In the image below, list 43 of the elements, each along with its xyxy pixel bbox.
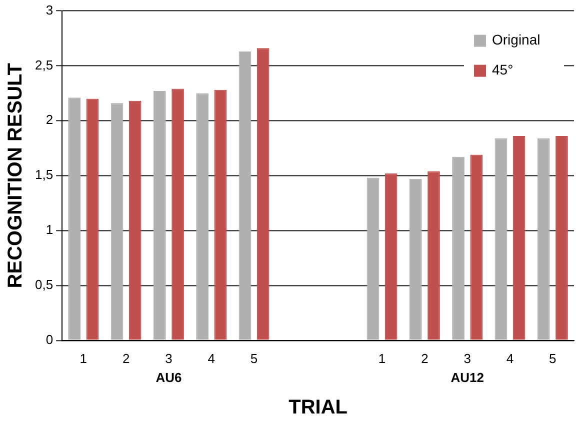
- bar: [537, 138, 550, 340]
- bar: [452, 156, 464, 340]
- bar: [86, 98, 99, 340]
- text: AU6: [156, 370, 182, 385]
- x-tick-label: 2: [122, 350, 130, 366]
- y-tick-label: 0,5: [34, 277, 54, 292]
- x-axis-title: TRIAL: [288, 396, 348, 419]
- bar: [172, 88, 184, 340]
- bar: [384, 173, 398, 340]
- text: AU12: [450, 370, 484, 385]
- x-tick-label: 5: [549, 350, 556, 366]
- bar: [428, 171, 440, 340]
- bar: [153, 91, 166, 340]
- bar: [196, 93, 208, 340]
- bar: [494, 138, 508, 340]
- x-tick-label: 4: [208, 350, 215, 366]
- x-tick-label: 5: [250, 350, 258, 366]
- y-tick-label: 1,5: [34, 167, 54, 182]
- bar: [128, 100, 142, 340]
- bar: [366, 178, 380, 340]
- bar: [409, 178, 422, 340]
- legend-label: Original: [492, 32, 540, 48]
- bar: [256, 48, 270, 340]
- legend-label: 45°: [492, 62, 514, 78]
- bar: [238, 51, 252, 340]
- bar: [470, 154, 483, 340]
- x-tick-label: 3: [165, 350, 172, 366]
- x-tick-label: 1: [378, 350, 386, 366]
- x-tick-label: 4: [506, 350, 514, 366]
- y-tick-label: 0: [46, 332, 54, 347]
- y-tick-label: 2: [46, 112, 54, 128]
- x-tick-label: 1: [80, 350, 88, 366]
- bar: [556, 136, 568, 340]
- bar: [68, 98, 80, 340]
- y-tick-label: 2,5: [34, 57, 54, 72]
- x-tick-label: 2: [421, 350, 428, 366]
- bar: [512, 136, 526, 340]
- bar: [110, 103, 124, 340]
- y-tick-label: 3: [46, 2, 54, 18]
- x-tick-label: 3: [464, 350, 471, 366]
- y-axis-title: RECOGNITION RESULT: [4, 63, 27, 288]
- y-tick-label: 1: [46, 222, 54, 238]
- bar: [214, 90, 227, 340]
